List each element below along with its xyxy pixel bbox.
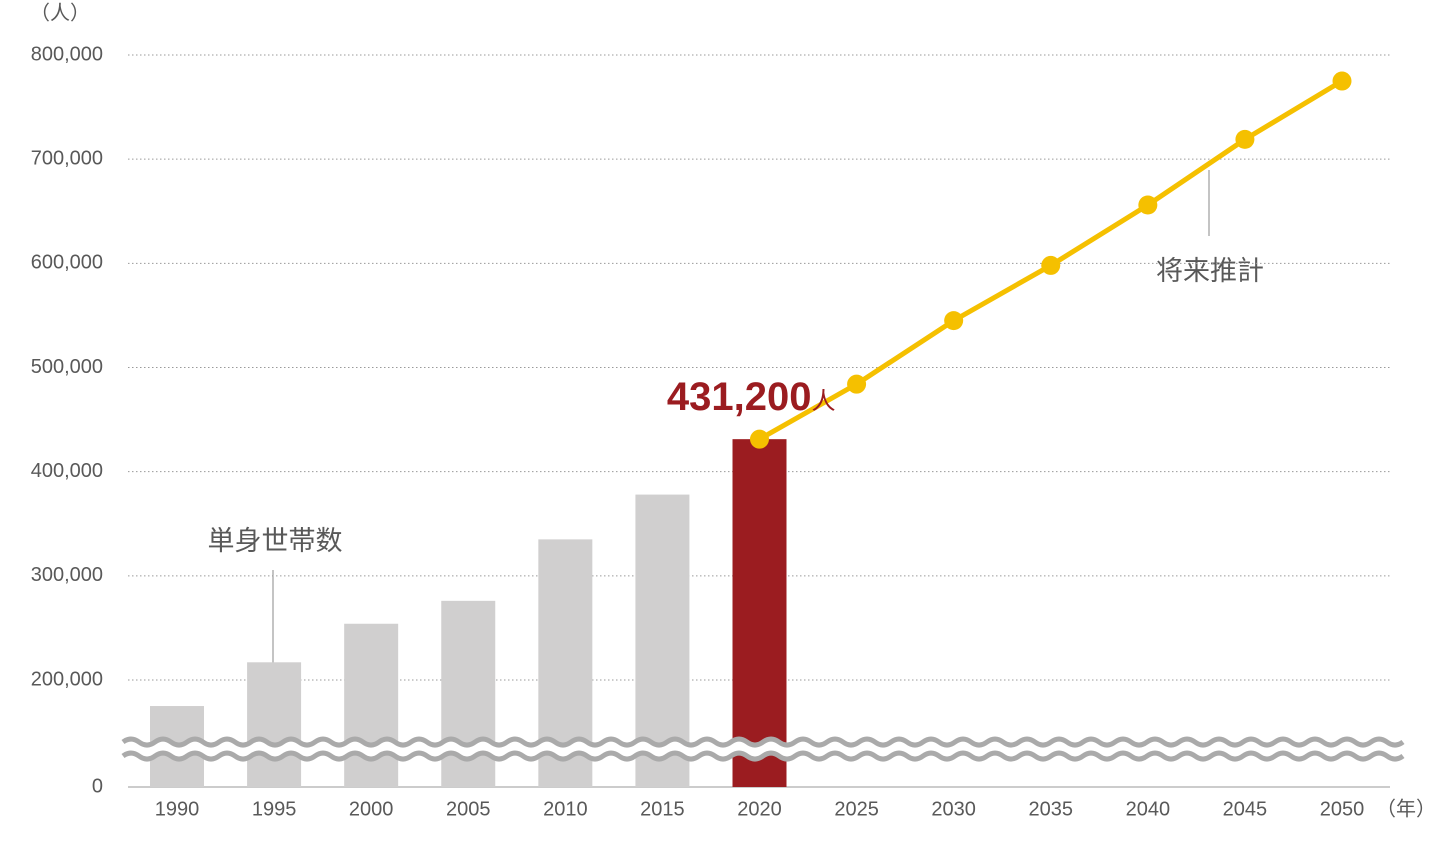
bar	[247, 662, 302, 787]
point	[944, 311, 964, 331]
axis-break	[121, 736, 1405, 748]
value-label-number: 431,200	[667, 375, 812, 419]
x-tick-label: 2025	[834, 798, 879, 820]
x-tick-label: 2050	[1320, 798, 1365, 820]
x-tick-label: 2040	[1126, 798, 1171, 820]
bar	[732, 439, 787, 787]
x-tick-label: 2005	[446, 798, 491, 820]
x-tick-label: 2035	[1029, 798, 1074, 820]
y-tick-label: 600,000	[31, 252, 103, 274]
y-tick-label: 400,000	[31, 460, 103, 482]
annotation: 将来推計	[1156, 256, 1264, 286]
x-unit: （年）	[1376, 797, 1432, 820]
value-label-unit: 人	[812, 389, 836, 416]
axis-break	[121, 750, 1405, 762]
axis-break-bg	[118, 739, 1408, 759]
y-tick-label: 200,000	[31, 668, 103, 690]
y-tick-label: 700,000	[31, 147, 103, 169]
x-tick-label: 2015	[640, 798, 685, 820]
point	[1138, 195, 1158, 215]
x-tick-label: 2000	[349, 798, 394, 820]
x-tick-label: 2030	[931, 798, 976, 820]
point	[750, 429, 769, 449]
x-tick-label: 2010	[543, 798, 588, 820]
point	[1235, 129, 1255, 149]
y-tick-label: 500,000	[31, 356, 103, 378]
y-unit: （人）	[30, 1, 90, 24]
bar	[344, 623, 399, 787]
x-tick-label: 2020	[737, 798, 782, 820]
point	[847, 374, 867, 394]
point	[1041, 255, 1061, 275]
x-tick-label: 2045	[1223, 798, 1268, 820]
y-tick-label: 800,000	[31, 43, 103, 65]
x-tick-label: 1995	[252, 798, 297, 820]
x-tick-label: 1990	[155, 798, 200, 820]
y-tick-label: 300,000	[31, 564, 103, 586]
annotation: 単身世帯数	[208, 526, 343, 556]
y-tick-label: 0	[92, 775, 103, 797]
value-label: 431,200人	[667, 375, 836, 419]
point	[1332, 71, 1352, 91]
